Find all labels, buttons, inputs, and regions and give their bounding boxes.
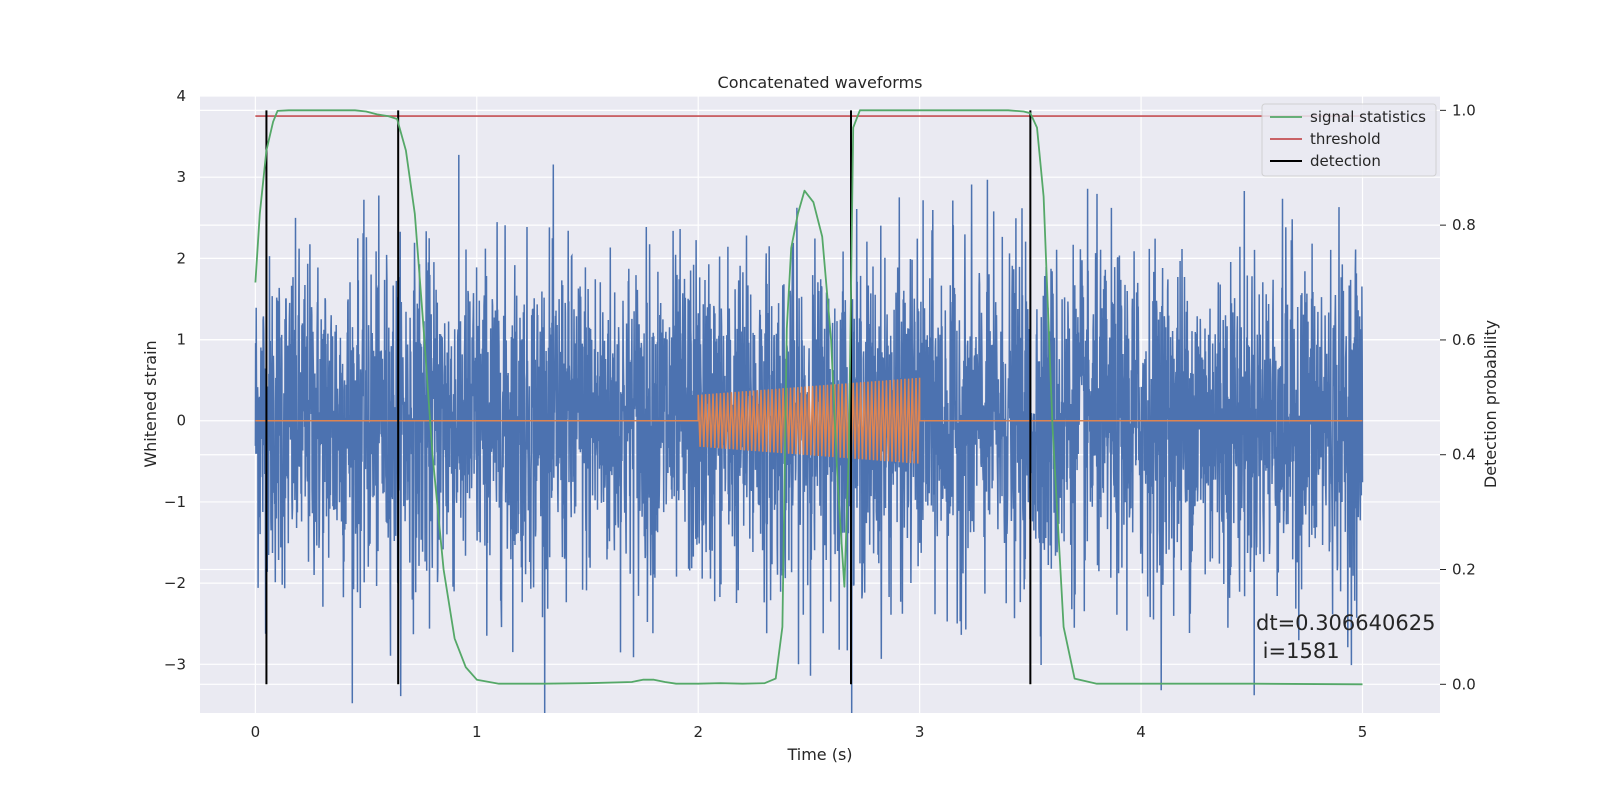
y2-tick-label: 1.0 [1452, 101, 1476, 119]
x-tick-label: 2 [693, 723, 703, 741]
injected-signal-line [255, 377, 1363, 464]
y2-tick-label: 0.2 [1452, 561, 1476, 579]
x-tick-label: 1 [472, 723, 482, 741]
y-tick-label: 4 [176, 87, 186, 105]
chart-title: Concatenated waveforms [718, 73, 923, 92]
y-tick-label: −3 [164, 655, 186, 673]
y2-tick-label: 0.0 [1452, 675, 1476, 693]
y-tick-label: 0 [176, 412, 186, 430]
legend-label-detection: detection [1310, 152, 1381, 170]
y2-axis-label: Detection probability [1481, 320, 1500, 488]
legend-box [1261, 103, 1437, 177]
y-tick-label: 2 [176, 249, 186, 267]
series-layer [254, 109, 1364, 714]
annotation-dt: dt=0.306640625 [1256, 611, 1435, 635]
legend-label-threshold: threshold [1310, 130, 1381, 148]
y-tick-label: 1 [176, 331, 186, 349]
y2-tick-label: 0.6 [1452, 331, 1476, 349]
x-tick-label: 0 [251, 723, 261, 741]
y2-tick-label: 0.4 [1452, 446, 1476, 464]
y-tick-label: −2 [164, 574, 186, 592]
signal-statistics-line [254, 109, 1363, 686]
tick-labels: 0 1 2 3 4 5 −3 −2 −1 0 1 2 3 4 0.0 0.2 0.4 0.6 0.8 1.0 [164, 87, 1476, 741]
x-tick-label: 4 [1136, 723, 1146, 741]
y-tick-label: −1 [164, 493, 186, 511]
y2-tick-label: 0.8 [1452, 216, 1476, 234]
legend: signal statistics threshold detection [1261, 103, 1437, 177]
x-tick-label: 3 [915, 723, 925, 741]
annotation-i: i=1581 [1256, 639, 1340, 663]
y-tick-label: 3 [176, 168, 186, 186]
legend-label-signal-statistics: signal statistics [1310, 108, 1426, 126]
y-axis-label: Whitened strain [141, 340, 160, 467]
x-tick-label: 5 [1358, 723, 1368, 741]
strain-noise-line [254, 154, 1364, 714]
x-axis-label: Time (s) [786, 745, 852, 764]
